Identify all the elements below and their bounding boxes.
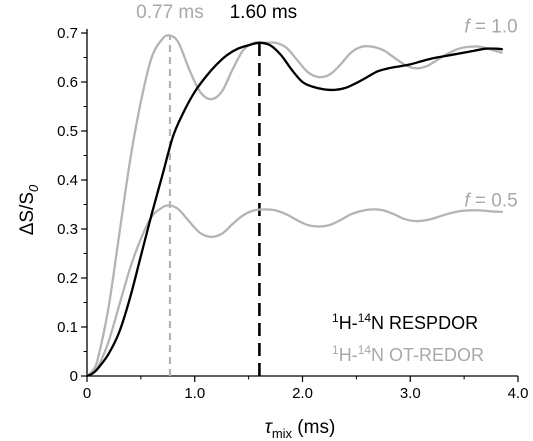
tick-labels: 0 1.0 2.0 3.0 4.0 0 0.1 0.2 0.3 0.4 0.5 0.6 0.7 xyxy=(57,25,528,402)
marker-lines xyxy=(168,35,261,376)
series-line-0 xyxy=(85,34,503,378)
legend-entry-respdor-sup2: 14 xyxy=(358,311,372,325)
y-tick-label-2: 0.2 xyxy=(57,270,78,287)
y-tick-label-0: 0 xyxy=(70,368,78,385)
series-line-2 xyxy=(85,41,503,378)
annotation-f-1-text: = 1.0 xyxy=(470,17,518,38)
x-axis-label-sub: mix xyxy=(272,426,293,441)
legend-entry-respdor-sup1: 1 xyxy=(332,311,339,325)
annotation-f-0-5-italic: f xyxy=(464,191,471,212)
x-tick-label-0: 0 xyxy=(83,385,91,402)
annotation-f-1: f = 1.0 xyxy=(464,17,517,38)
y-tick-label-6: 0.6 xyxy=(57,74,78,91)
x-axis-label-main: τ xyxy=(265,417,274,438)
legend-entry-ot-redor-mid: H- xyxy=(339,345,358,365)
y-tick-label-3: 0.3 xyxy=(57,221,78,238)
y-axis-label: ΔS/S0 xyxy=(17,184,41,235)
annotation-f-0-5: f = 0.5 xyxy=(464,191,517,212)
legend-entry-respdor-mid: H- xyxy=(339,313,358,333)
annotation-f-1-italic: f xyxy=(464,17,471,38)
tick-marks xyxy=(81,32,519,382)
x-tick-label-3: 3.0 xyxy=(400,385,421,402)
y-tick-label-7: 0.7 xyxy=(57,25,78,42)
x-tick-label-1: 1.0 xyxy=(184,385,205,402)
x-tick-label-2: 2.0 xyxy=(292,385,313,402)
legend-entry-respdor-rest: N RESPDOR xyxy=(371,313,478,333)
y-tick-label-5: 0.5 xyxy=(57,123,78,140)
y-axis-label-main: ΔS/S xyxy=(17,192,38,235)
y-tick-label-4: 0.4 xyxy=(57,172,78,189)
y-tick-label-1: 0.1 xyxy=(57,319,78,336)
x-axis-label-unit: (ms) xyxy=(292,417,335,438)
legend-entry-ot-redor-sup2: 14 xyxy=(358,343,372,357)
legend-entry-ot-redor: 1H-14N OT-REDOR xyxy=(332,343,484,365)
y-axis-label-sub: 0 xyxy=(26,184,41,192)
legend-entry-respdor: 1H-14N RESPDOR xyxy=(332,311,478,333)
legend-entry-ot-redor-rest: N OT-REDOR xyxy=(371,345,484,365)
series-lines xyxy=(85,34,503,378)
annotation-f-0-5-text: = 0.5 xyxy=(470,191,518,212)
x-tick-label-4: 4.0 xyxy=(508,385,529,402)
legend-entry-ot-redor-sup1: 1 xyxy=(332,343,339,357)
vline-label-0: 0.77 ms xyxy=(136,2,204,23)
vline-label-1: 1.60 ms xyxy=(230,2,298,23)
x-axis-label: τmix (ms) xyxy=(265,417,336,441)
